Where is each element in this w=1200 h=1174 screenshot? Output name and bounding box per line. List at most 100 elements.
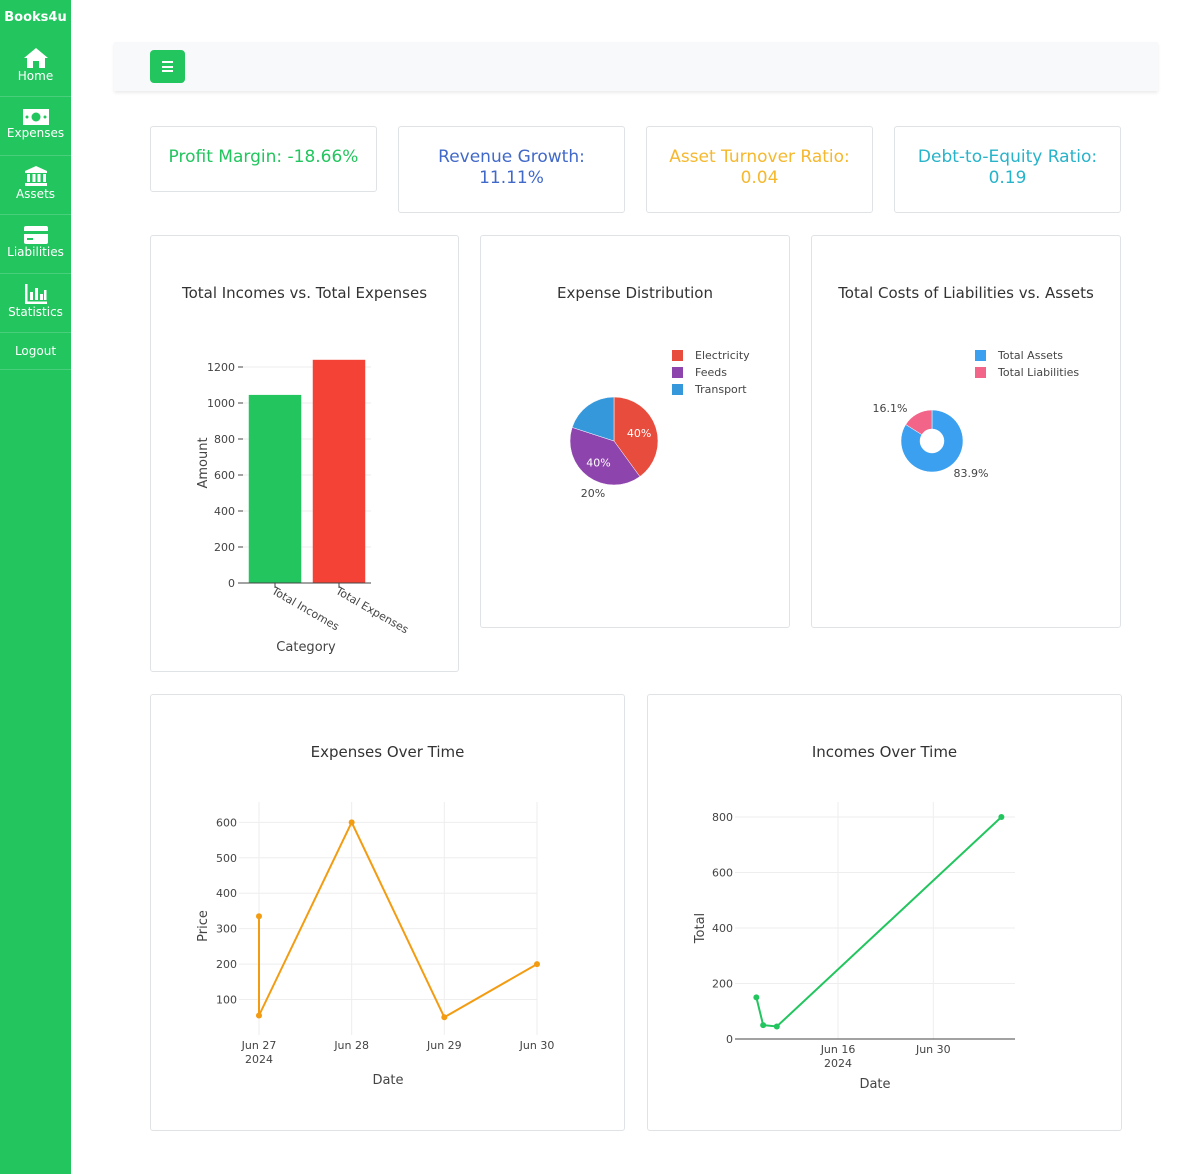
x-tick-year: 2024 [245,1053,273,1066]
x-tick-label: Jun 28 [333,1039,369,1052]
sidebar-item-label: Liabilities [7,245,64,259]
y-axis-title: Price [196,910,211,942]
money-icon [22,109,49,125]
legend-label: Total Assets [997,349,1063,362]
y-tick-label: 400 [214,505,235,518]
kpi-label: Profit Margin: -18.66% [168,147,359,167]
x-tick-year: 2024 [824,1057,852,1070]
y-tick-label: 200 [216,958,237,971]
data-point [256,913,262,920]
pie-slice [569,427,641,486]
slice-label: 83.9% [954,467,989,480]
x-axis-title: Category [276,640,336,655]
x-tick-label: Jun 30 [915,1043,951,1056]
data-point [256,1012,262,1019]
sidebar-item-assets[interactable]: Assets [0,156,71,215]
legend-label: Total Liabilities [997,366,1079,379]
kpi-label: Revenue Growth: [438,147,585,167]
chart-title: Total Costs of Liabilities vs. Assets [838,284,1094,302]
sidebar-item-label: Home [17,69,54,83]
sidebar-item-liabilities[interactable]: Liabilities [0,215,71,274]
x-tick-label: Jun 16 [820,1043,856,1056]
y-tick-label: 0 [726,1033,733,1046]
donut-slice [900,409,964,473]
sidebar-item-label: Logout [14,344,57,358]
slice-label: 40% [627,427,651,440]
x-tick-label: Total Expenses [333,584,411,637]
legend-swatch [672,367,683,378]
bar-chart: 0 200 400 600 800 1000 1200 Total IncomesTotal … [196,359,411,655]
y-tick-label: 200 [214,541,235,554]
sidebar-item-label: Expenses [6,126,65,140]
y-tick-label: 800 [712,811,733,824]
sidebar-item-home[interactable]: Home [0,40,71,97]
kpi-label: Debt-to-Equity Ratio: [917,147,1098,167]
data-point [773,1023,780,1030]
kpi-value: 11.11% [479,168,544,188]
bank-icon [24,166,47,186]
bar [312,359,366,583]
donut-chart: 83.9% 16.1% Total Assets Total Liabilities [873,349,1080,480]
sidebar-item-expenses[interactable]: Expenses [0,97,71,156]
bar [248,394,302,583]
legend-swatch [672,384,683,395]
kpi-label: Asset Turnover Ratio: [669,147,850,167]
pie-slice [571,396,615,442]
y-axis-title: Amount [196,437,211,488]
y-tick-label: 1000 [207,397,235,410]
y-axis-title: Total [693,913,708,944]
chart-card-expenses-over-time: Expenses Over Time Jun 27 2024 Jun 28 Jun 2… [150,694,625,1131]
data-point [534,961,540,968]
hamburger-icon [162,61,173,63]
x-tick-label: Total Incomes [269,584,342,634]
y-tick-label: 400 [216,887,237,900]
y-tick-label: 200 [712,978,733,991]
sidebar-item-logout[interactable]: Logout [0,333,71,370]
x-tick-label: Jun 30 [519,1039,555,1052]
bar-chart-icon [24,284,47,304]
menu-toggle-button[interactable] [150,50,185,83]
chart-title: Expenses Over Time [310,743,465,761]
chart-card-liabilities-vs-assets: Total Costs of Liabilities vs. Assets 83… [811,235,1121,628]
donut-slice [905,409,933,435]
chart-title: Total Incomes vs. Total Expenses [181,284,428,302]
data-point [998,814,1005,820]
y-tick-label: 600 [214,469,235,482]
y-tick-label: 800 [214,433,235,446]
series-line [258,819,538,1019]
chart-card-incomes-vs-expenses: Total Incomes vs. Total Expenses 0 200 400… [150,235,459,672]
slice-label: 20% [581,487,605,500]
series-line [755,816,1003,1028]
x-axis-title: Date [372,1073,403,1088]
kpi-value: 0.04 [740,168,779,188]
hamburger-icon-bar [162,65,173,68]
y-tick-label: 300 [216,923,237,936]
legend-swatch [975,350,986,361]
x-tick-label: Jun 29 [426,1039,462,1052]
data-point [753,994,760,1001]
legend-swatch [672,350,683,361]
pie-slice [613,396,659,477]
kpi-value: 0.19 [988,168,1027,188]
home-icon [23,48,48,68]
hamburger-icon-bar [162,70,173,72]
slice-label: 40% [586,456,610,469]
sidebar-item-statistics[interactable]: Statistics [0,274,71,333]
legend-label: Electricity [695,349,750,362]
credit-card-icon [23,226,48,244]
y-tick-label: 1200 [207,361,235,374]
chart-title: Expense Distribution [557,284,713,302]
pie-chart: 40% 40% 20% Electricity Feeds Transport [569,349,750,500]
kpi-debt-to-equity: Debt-to-Equity Ratio: 0.19 [894,126,1121,213]
sidebar-item-label: Assets [15,187,56,201]
kpi-profit-margin: Profit Margin: -18.66% [150,126,377,192]
slice-label: 16.1% [873,402,908,415]
legend-label: Feeds [695,366,727,379]
x-tick-label: Jun 27 [241,1039,277,1052]
sidebar-item-label: Statistics [8,305,63,319]
chart-card-incomes-over-time: Incomes Over Time Jun 16 2024 Jun 30 0 200 40… [647,694,1122,1131]
sidebar: Books4u Home Expenses Assets [0,0,71,1174]
y-tick-label: 500 [216,852,237,865]
brand-logo[interactable]: Books4u [4,10,67,25]
